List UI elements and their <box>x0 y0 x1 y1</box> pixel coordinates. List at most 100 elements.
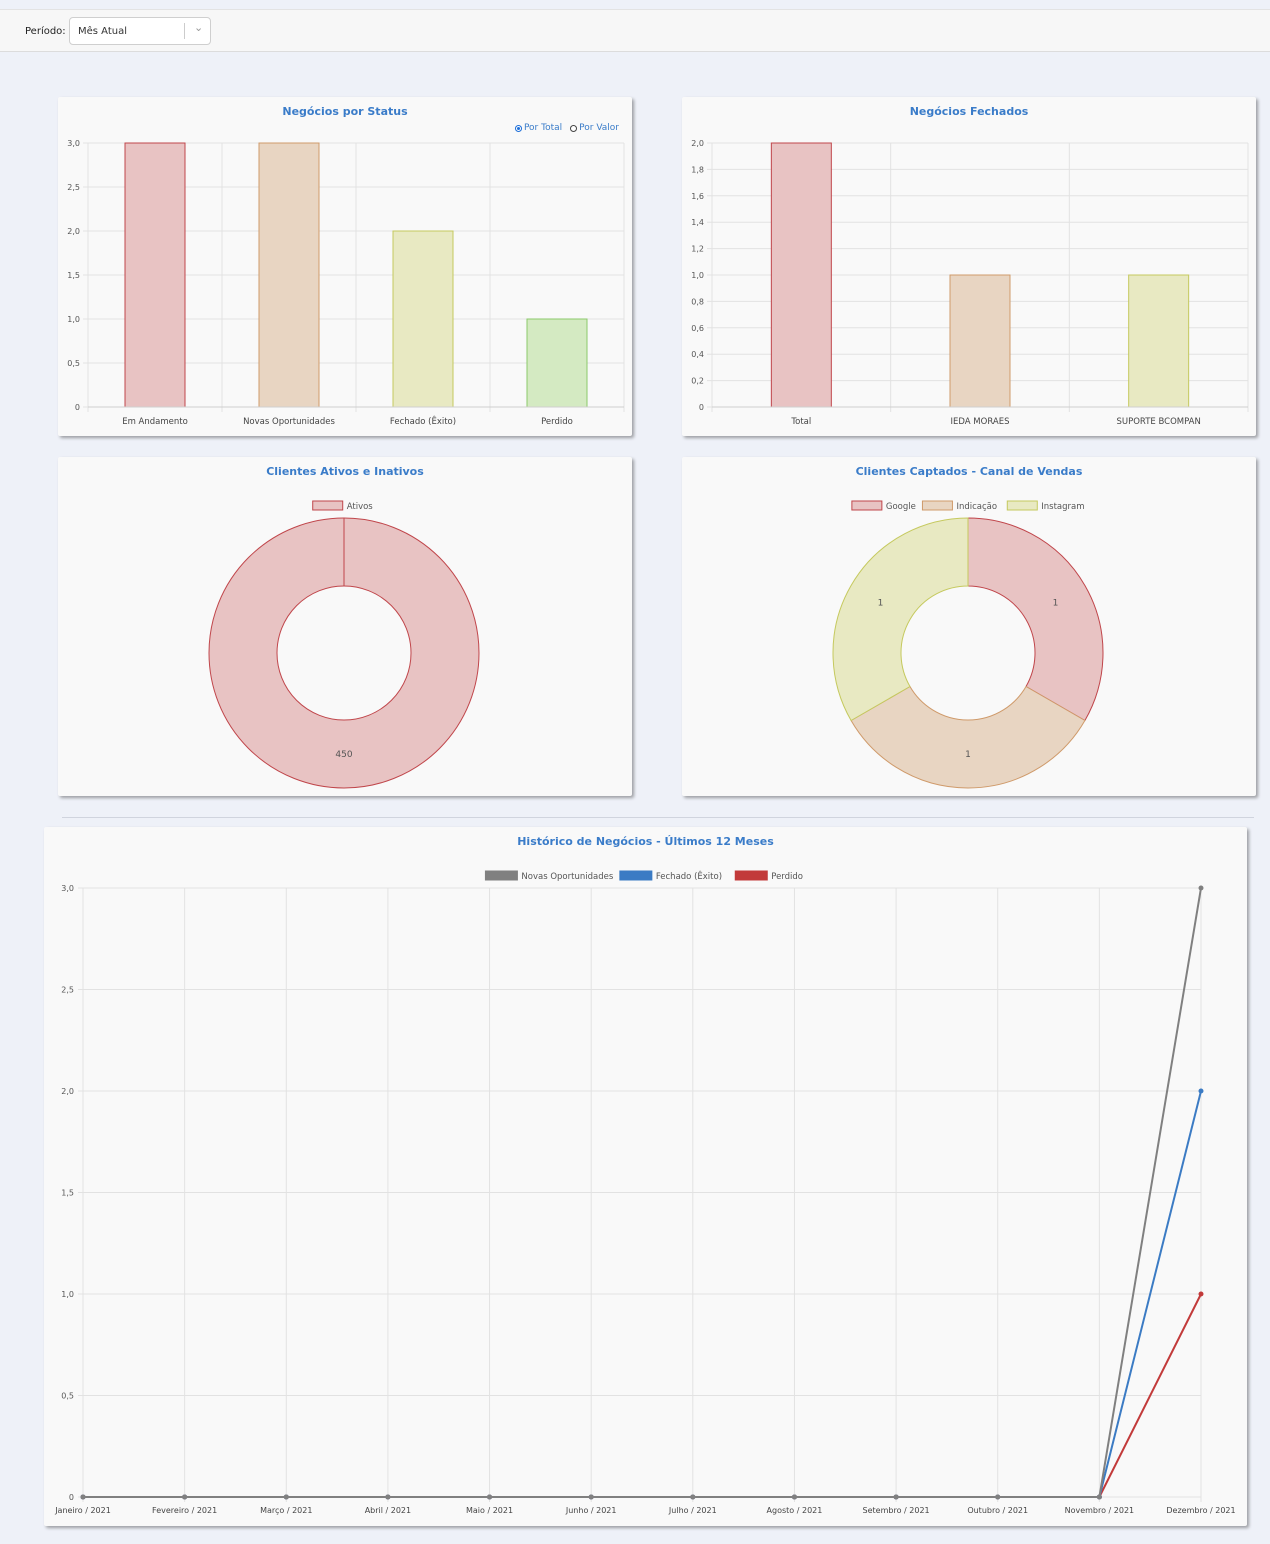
period-select-value: Mês Atual <box>78 26 127 37</box>
doughnut-slice <box>967 517 1104 722</box>
y-tick-label: 2,0 <box>691 139 704 148</box>
x-tick-label: IEDA MORAES <box>951 417 1010 427</box>
radio-unchecked-icon[interactable] <box>570 124 578 132</box>
radio-por-total-label: Por Total <box>523 123 563 133</box>
x-tick-label: Em Andamento <box>122 417 188 427</box>
series-point <box>690 1494 696 1500</box>
y-tick-label: 0,2 <box>691 377 704 386</box>
series-point <box>1096 1494 1102 1500</box>
y-tick-label: 1,2 <box>691 245 704 254</box>
x-tick-label: Total <box>790 417 811 427</box>
status-chart-title: Negócios por Status <box>282 105 408 118</box>
x-tick-label: SUPORTE BCOMPAN <box>1116 417 1200 427</box>
status-mode-radios: Por Total Por Valor <box>514 123 619 133</box>
series-point <box>182 1494 188 1500</box>
y-tick-label: 1,0 <box>691 271 704 280</box>
legend-label: Fechado (Êxito) <box>656 870 722 882</box>
legend-swatch <box>851 500 883 511</box>
bar <box>1128 274 1190 408</box>
y-tick-label: 1,4 <box>691 218 704 227</box>
y-tick-label: 3,0 <box>61 884 74 893</box>
y-tick-label: 2,0 <box>61 1087 74 1096</box>
series-point <box>1198 1291 1204 1297</box>
x-tick-label: Abril / 2021 <box>365 1506 411 1515</box>
legend-label: Indicação <box>956 502 997 512</box>
y-tick-label: 0,4 <box>691 350 704 359</box>
bar <box>258 142 320 408</box>
radio-checked-icon[interactable] <box>514 124 522 132</box>
clients-doughnut-chart: Ativos 450 <box>208 500 480 789</box>
legend-swatch <box>619 870 653 881</box>
x-tick-label: Fevereiro / 2021 <box>152 1506 217 1515</box>
closed-bar-chart: 0 0,2 0,4 0,6 0,8 1,0 1,2 1,4 1,6 1,8 2,0 Total IEDA… <box>691 139 1249 427</box>
legend-label: Google <box>886 502 916 512</box>
y-tick-label: 0,5 <box>67 359 80 368</box>
series-point <box>791 1494 797 1500</box>
y-tick-label: 1,6 <box>691 192 704 201</box>
slice-value-label: 450 <box>335 750 352 760</box>
x-tick-label: Janeiro / 2021 <box>54 1506 111 1515</box>
y-tick-label: 3,0 <box>67 139 80 148</box>
status-bar-chart: 0 0,5 1,0 1,5 2,0 2,5 3,0 Em Andamento Novas Opo… <box>67 139 625 427</box>
y-tick-label: 0 <box>69 1493 74 1502</box>
series-point <box>487 1494 493 1500</box>
legend-swatch <box>921 500 953 511</box>
channel-doughnut-chart: Google Indicação Instagram 1 1 1 <box>832 500 1104 789</box>
y-tick-label: 0,6 <box>691 324 704 333</box>
x-tick-label: Julho / 2021 <box>668 1506 717 1515</box>
slice-value-label: 1 <box>1053 599 1059 609</box>
series-point <box>995 1494 1001 1500</box>
series-point <box>893 1494 899 1500</box>
y-tick-label: 0 <box>75 403 80 412</box>
x-tick-label: Março / 2021 <box>260 1506 312 1515</box>
y-tick-label: 1,0 <box>67 315 80 324</box>
period-label: Período: <box>25 26 66 37</box>
x-tick-label: Maio / 2021 <box>466 1506 513 1515</box>
y-tick-label: 2,5 <box>67 183 80 192</box>
slice-value-label: 1 <box>878 599 884 609</box>
bar <box>392 230 454 408</box>
x-tick-label: Outubro / 2021 <box>967 1506 1028 1515</box>
legend-swatch <box>1006 500 1038 511</box>
clients-chart-card: Clientes Ativos e Inativos Ativos 450 <box>58 457 632 796</box>
y-tick-label: 1,8 <box>691 165 704 174</box>
radio-por-total[interactable]: Por Total <box>514 123 563 133</box>
select-separator <box>184 23 185 39</box>
bar <box>949 274 1011 408</box>
series-point <box>283 1494 289 1500</box>
legend-swatch <box>484 870 518 881</box>
radio-por-valor[interactable]: Por Valor <box>570 123 619 133</box>
bar <box>526 318 588 408</box>
x-tick-label: Agosto / 2021 <box>767 1506 823 1515</box>
x-tick-label: Fechado (Êxito) <box>390 415 456 427</box>
closed-chart-title: Negócios Fechados <box>909 105 1029 118</box>
x-tick-label: Perdido <box>541 417 573 427</box>
x-tick-label: Junho / 2021 <box>565 1506 617 1515</box>
period-select[interactable]: Mês Atual ⌄ <box>69 17 211 45</box>
x-tick-label: Novembro / 2021 <box>1065 1506 1135 1515</box>
chevron-down-icon[interactable]: ⌄ <box>194 21 204 34</box>
series-point <box>1198 885 1204 891</box>
y-tick-label: 2,5 <box>61 986 74 995</box>
legend-label: Instagram <box>1041 502 1084 512</box>
legend-label: Ativos <box>347 502 374 512</box>
slice-value-label: 1 <box>965 750 971 760</box>
series-point <box>385 1494 391 1500</box>
closed-chart-card: Negócios Fechados 0 0,2 0,4 0,6 0,8 1,0 1,2 1,4… <box>682 97 1256 436</box>
y-tick-label: 0,5 <box>61 1392 74 1401</box>
legend-label: Perdido <box>771 872 803 882</box>
status-chart-card: Negócios por Status Por Total Por Valor … <box>58 97 632 436</box>
legend-swatch <box>734 870 768 881</box>
channel-chart-title: Clientes Captados - Canal de Vendas <box>855 465 1083 478</box>
radio-por-valor-label: Por Valor <box>579 123 619 133</box>
y-tick-label: 1,0 <box>61 1290 74 1299</box>
legend-swatch <box>312 500 344 511</box>
doughnut-slice <box>832 517 969 722</box>
clients-chart-title: Clientes Ativos e Inativos <box>266 465 424 478</box>
series-point <box>80 1494 86 1500</box>
filter-bar: Período: Mês Atual ⌄ <box>0 9 1270 52</box>
y-tick-label: 0,8 <box>691 297 704 306</box>
doughnut-slice <box>850 685 1086 789</box>
y-tick-label: 2,0 <box>67 227 80 236</box>
doughnut-slice <box>208 517 480 789</box>
